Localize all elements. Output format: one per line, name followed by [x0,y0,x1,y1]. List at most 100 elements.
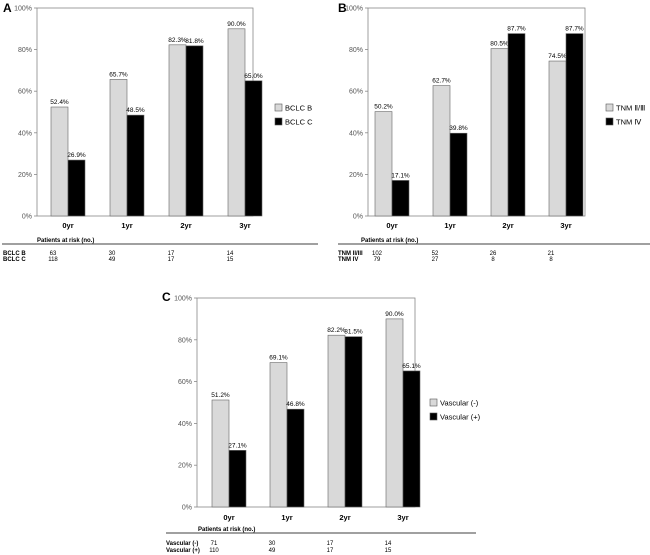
data-label: 90.0% [385,311,404,318]
legend-swatch [274,117,283,126]
bar [507,33,526,217]
legend-label: BCLC C [285,118,313,127]
bar [126,114,145,217]
plot-frame [367,7,586,217]
y-tick-label: 0% [22,214,32,221]
y-tick-label: 0% [182,505,192,512]
x-tick-label: 2yr [180,221,191,230]
y-tick-label: 20% [18,172,32,179]
legend-label: Vascular (-) [440,399,479,408]
data-label: 52.4% [50,99,69,106]
data-label: 87.7% [507,26,526,33]
legend-swatch [274,103,283,112]
x-tick-label: 0yr [386,221,397,230]
risk-row-label: BCLC C [3,257,26,263]
y-tick-label: 20% [178,463,192,470]
risk-row-label: Vascular (+) [166,548,200,554]
y-tick-label: 40% [349,130,363,137]
risk-value: 27 [432,257,439,263]
legend-swatch [605,117,614,126]
y-tick-label: 80% [178,337,192,344]
risk-header: Patients at risk (no.) [198,527,255,533]
y-tick-label: 80% [18,47,32,54]
risk-value: 8 [491,257,495,263]
y-tick-label: 80% [349,47,363,54]
bar [286,408,305,508]
bar [168,44,187,217]
bar [374,111,393,217]
risk-value: 14 [385,541,392,547]
bar [185,45,204,217]
x-tick-label: 3yr [560,221,571,230]
panel-letter: C [162,290,171,304]
bar [548,60,567,217]
y-tick-label: 40% [178,421,192,428]
risk-value: 15 [385,548,392,554]
bar [565,33,584,217]
bar [449,132,468,217]
risk-value: 30 [109,251,116,257]
data-label: 27.1% [228,442,247,449]
data-label: 81.8% [185,38,204,45]
bar [211,399,230,508]
data-label: 17.1% [391,172,410,179]
risk-value: 118 [48,257,58,263]
x-tick-label: 0yr [223,513,234,522]
risk-value: 49 [109,257,116,263]
risk-value: 17 [327,548,334,554]
risk-value: 71 [211,541,218,547]
bar [269,362,288,508]
bar [432,85,451,217]
y-tick-label: 60% [349,89,363,96]
x-tick-label: 2yr [339,513,350,522]
data-label: 48.5% [126,107,145,114]
risk-row-label: Vascular (-) [166,541,198,547]
risk-value: 17 [327,541,334,547]
data-label: 65.0% [244,73,263,80]
y-tick-label: 100% [345,6,363,13]
x-tick-label: 2yr [502,221,513,230]
data-label: 46.8% [286,401,305,408]
data-label: 82.2% [327,327,346,334]
bar [50,106,69,217]
x-tick-label: 3yr [397,513,408,522]
legend-swatch [429,398,438,407]
y-tick-label: 100% [14,6,32,13]
risk-value: 63 [50,251,57,257]
risk-row-label: TNM IV [338,257,358,263]
x-tick-label: 1yr [444,221,455,230]
risk-value: 110 [209,548,219,554]
y-tick-label: 100% [174,296,192,303]
data-label: 51.2% [211,392,230,399]
legend-label: Vascular (+) [440,413,481,422]
panel-letter: B [338,1,347,15]
bar [109,79,128,217]
bar [490,48,509,217]
risk-value: 15 [227,257,234,263]
data-label: 80.5% [490,41,509,48]
panel-letter: A [3,1,12,15]
chart-panel-b: B 0% 20% 40% 60% 80% 100% 50.2% 17.1% 0yr 62.7% 39.… [338,1,650,263]
y-tick-label: 60% [178,379,192,386]
data-label: 87.7% [565,26,584,33]
bar [327,334,346,508]
chart-panel-c: C 0% 20% 40% 60% 80% 100% 51.2% 27.1% 0yr 69.1% 46.… [162,290,481,554]
x-tick-label: 3yr [239,221,250,230]
y-tick-label: 60% [18,89,32,96]
data-label: 50.2% [374,104,393,111]
legend-label: BCLC B [285,104,312,113]
data-label: 65.1% [402,363,421,370]
risk-value: 49 [269,548,276,554]
risk-value: 102 [372,251,383,257]
risk-value: 30 [269,541,276,547]
x-tick-label: 1yr [121,221,132,230]
x-tick-label: 0yr [62,221,73,230]
data-label: 90.0% [227,21,246,28]
risk-row-label: TNM II/III [338,251,363,257]
risk-value: 17 [168,251,175,257]
legend-label: TNM Ⅳ [616,118,642,127]
legend-label: TNM Ⅱ/Ⅲ [616,104,645,113]
risk-value: 17 [168,257,175,263]
data-label: 62.7% [432,78,451,85]
